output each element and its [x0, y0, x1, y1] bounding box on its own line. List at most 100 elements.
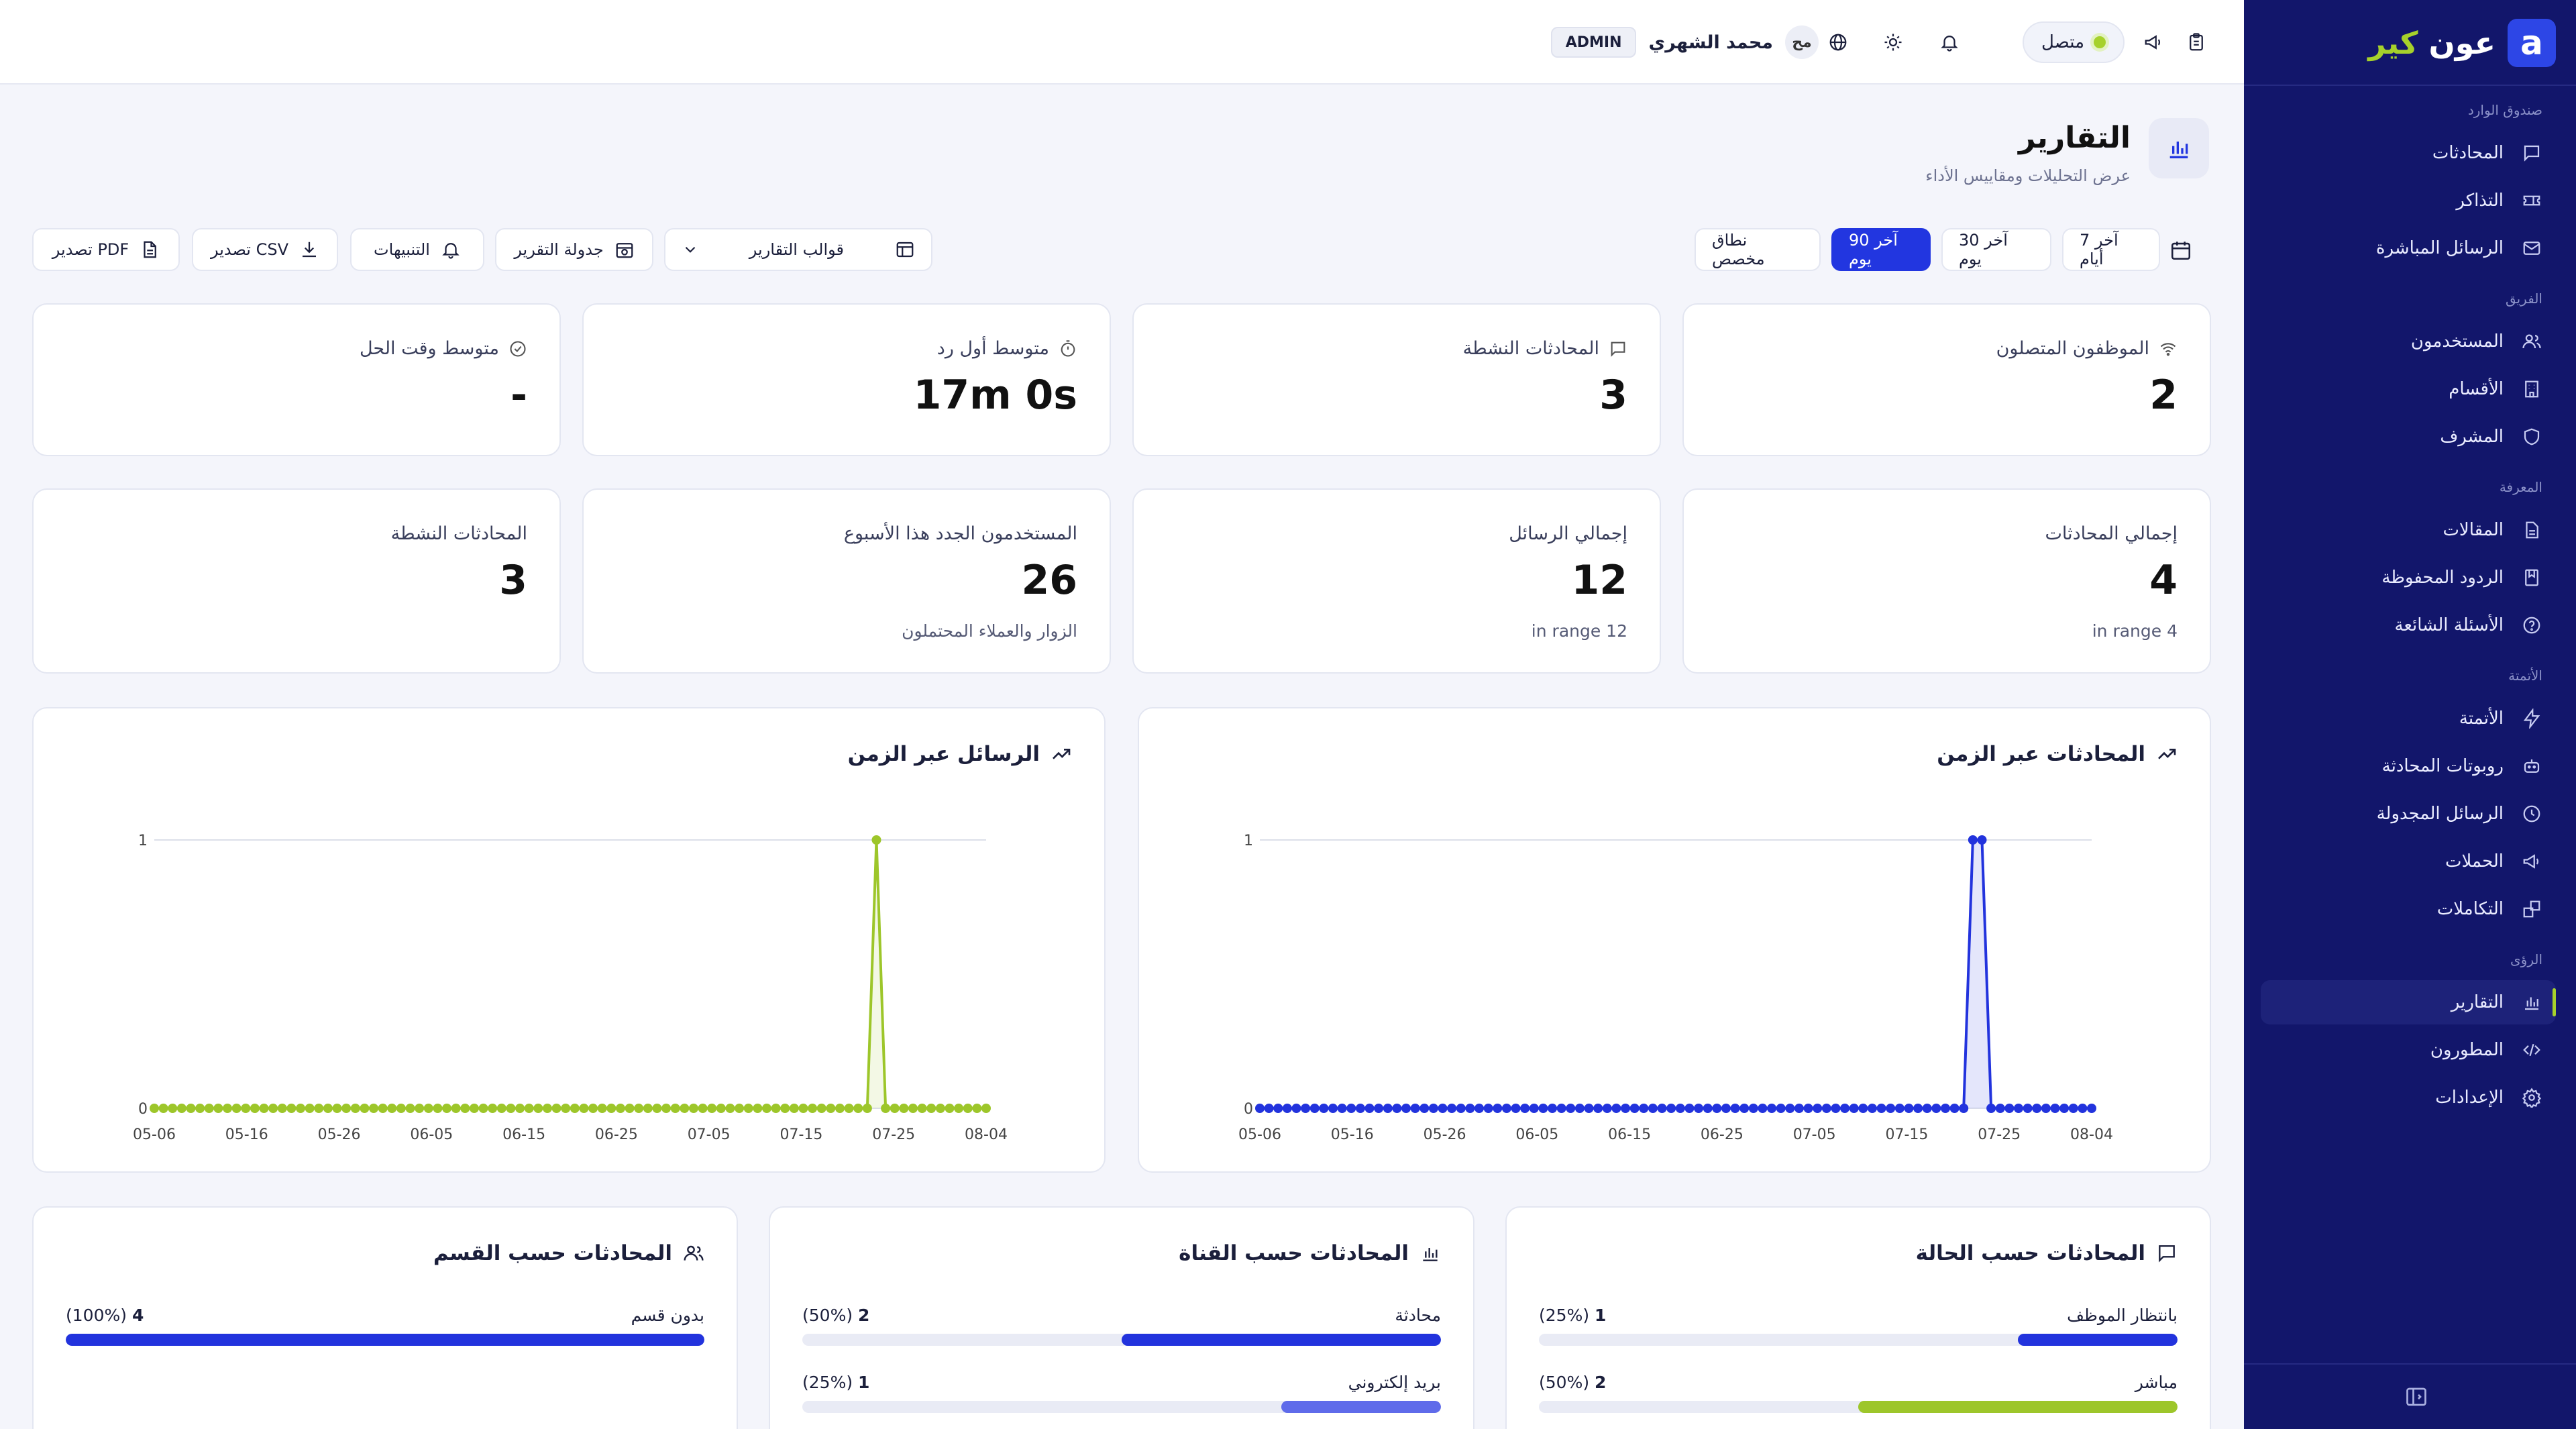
- data-point: [223, 1104, 233, 1113]
- clipboard-icon[interactable]: [2181, 27, 2212, 58]
- sidebar-item-code[interactable]: المطورون: [2261, 1030, 2542, 1070]
- range-30-days[interactable]: آخر 30 يوم: [1941, 228, 2051, 271]
- data-point: [1803, 1104, 1813, 1113]
- sidebar-item-bar-chart[interactable]: التقارير: [2261, 980, 2556, 1024]
- bell-icon[interactable]: [1934, 27, 1965, 58]
- data-point: [186, 1104, 196, 1113]
- sun-icon[interactable]: [1878, 27, 1909, 58]
- data-point: [415, 1104, 425, 1113]
- data-point: [1767, 1104, 1777, 1113]
- sidebar-item-shield[interactable]: المشرف: [2261, 417, 2542, 457]
- data-point: [195, 1104, 205, 1113]
- data-point: [204, 1104, 214, 1113]
- data-point: [433, 1104, 443, 1113]
- stat-label: المستخدمون الجدد هذا الأسبوع: [843, 523, 1077, 544]
- x-tick-label: 05-26: [318, 1126, 361, 1143]
- megaphone-icon[interactable]: [2138, 27, 2169, 58]
- sidebar-item-label: التذاكر: [2456, 191, 2504, 211]
- data-point: [268, 1104, 278, 1113]
- data-point: [1474, 1104, 1485, 1113]
- export-pdf-button[interactable]: تصدير PDF: [32, 228, 180, 271]
- user-menu[interactable]: مح محمد الشهري ADMIN: [1550, 24, 1819, 60]
- trending-up-icon: [1053, 749, 1071, 759]
- template-icon: [896, 242, 914, 258]
- sidebar-item-bot[interactable]: روبوتات المحادثة: [2261, 746, 2542, 786]
- data-point: [1282, 1104, 1292, 1113]
- sidebar-item-question[interactable]: الأسئلة الشائعة: [2261, 605, 2542, 645]
- data-point: [1721, 1104, 1731, 1113]
- sidebar-section-title: الرؤى: [2510, 951, 2542, 967]
- sidebar-item-document[interactable]: المقالات: [2261, 510, 2542, 550]
- stat-value: -: [511, 372, 527, 419]
- sidebar-item-chat[interactable]: المحادثات: [2261, 133, 2542, 173]
- sidebar-item-bookmark[interactable]: الردود المحفوظة: [2261, 558, 2542, 598]
- range-custom[interactable]: نطاق مخصص: [1695, 228, 1821, 271]
- breakdown-title: المحادثات حسب القناة: [1179, 1241, 1441, 1265]
- bar-chart-icon: [1423, 1248, 1438, 1261]
- data-point: [1858, 1104, 1868, 1113]
- data-point: [1548, 1104, 1558, 1113]
- stat-label: المحادثات النشطة: [390, 523, 527, 544]
- globe-icon[interactable]: [1823, 27, 1854, 58]
- data-point: [881, 1104, 891, 1113]
- gear-icon: [2521, 1087, 2542, 1108]
- sidebar-item-building[interactable]: الأقسام: [2261, 369, 2542, 409]
- data-point: [926, 1104, 936, 1113]
- series-line: [154, 839, 986, 1110]
- series-area: [1260, 840, 2092, 1108]
- stat-card-first-response: متوسط أول رد 17m 0s: [582, 303, 1111, 456]
- data-point: [506, 1104, 516, 1113]
- stat-value: 3: [1599, 372, 1627, 419]
- data-point: [643, 1104, 653, 1113]
- data-point: [588, 1104, 598, 1113]
- sidebar-collapse-icon[interactable]: [2404, 1385, 2428, 1409]
- data-point: [1529, 1104, 1539, 1113]
- export-csv-label: تصدير CSV: [210, 240, 289, 259]
- breakdown-title: المحادثات حسب الحالة: [1916, 1241, 2178, 1265]
- range-90-days[interactable]: آخر 90 يوم: [1831, 228, 1931, 271]
- stat-label: إجمالي الرسائل: [1509, 523, 1627, 544]
- sidebar-item-megaphone[interactable]: الحملات: [2261, 841, 2542, 882]
- data-point: [835, 1104, 845, 1113]
- stat-card-new-users: المستخدمون الجدد هذا الأسبوع 26 الزوار و…: [582, 488, 1111, 674]
- data-point: [1392, 1104, 1402, 1113]
- sidebar-item-bolt[interactable]: الأتمتة: [2261, 698, 2542, 739]
- data-point: [753, 1104, 763, 1113]
- page-bar-chart-icon: [2149, 118, 2209, 178]
- sidebar-item-label: روبوتات المحادثة: [2381, 756, 2504, 776]
- sidebar-divider: [2244, 85, 2576, 86]
- sidebar-item-puzzle[interactable]: التكاملات: [2261, 889, 2542, 929]
- sidebar-section-title: الأتمتة: [2508, 668, 2542, 684]
- data-point: [1776, 1104, 1786, 1113]
- breakdown-bar-fill: [1858, 1401, 2178, 1413]
- range-7-days[interactable]: آخر 7 أيام: [2062, 228, 2160, 271]
- data-point: [1922, 1104, 1932, 1113]
- data-point: [451, 1104, 461, 1113]
- breakdown-title: المحادثات حسب القسم: [433, 1241, 704, 1265]
- breakdown-by-channel: المحادثات حسب القناة محادثة (50%) 2 بريد…: [769, 1206, 1474, 1429]
- sidebar-item-gear[interactable]: الإعدادات: [2261, 1077, 2542, 1118]
- breakdown-row-count: (50%) 2: [1539, 1373, 1607, 1392]
- alerts-button[interactable]: التنبيهات: [350, 228, 484, 271]
- breakdown-bar-track: [66, 1334, 704, 1346]
- data-point: [1428, 1104, 1438, 1113]
- sidebar-item-ticket[interactable]: التذاكر: [2261, 180, 2542, 221]
- sidebar-section-title: المعرفة: [2499, 479, 2542, 495]
- schedule-report-button[interactable]: جدولة التقرير: [495, 228, 653, 271]
- sidebar-item-clock[interactable]: الرسائل المجدولة: [2261, 794, 2542, 834]
- sidebar-item-mail[interactable]: الرسائل المباشرة: [2261, 228, 2542, 268]
- brand-name: عون كير: [2368, 25, 2496, 61]
- data-point: [2078, 1104, 2088, 1113]
- x-tick-label: 05-06: [1238, 1126, 1281, 1143]
- report-templates-select[interactable]: قوالب التقارير: [664, 228, 932, 271]
- export-pdf-label: تصدير PDF: [52, 240, 129, 259]
- data-point: [670, 1104, 680, 1113]
- export-csv-button[interactable]: تصدير CSV: [192, 228, 338, 271]
- page-subtitle: عرض التحليلات ومقاييس الأداء: [1925, 166, 2131, 185]
- breakdown-bar-fill: [1281, 1401, 1441, 1413]
- brand[interactable]: a عون كير: [2368, 19, 2556, 67]
- data-point: [1566, 1104, 1576, 1113]
- sidebar-item-users[interactable]: المستخدمون: [2261, 321, 2542, 362]
- data-point: [360, 1104, 370, 1113]
- online-status-toggle[interactable]: متصل: [2022, 21, 2125, 63]
